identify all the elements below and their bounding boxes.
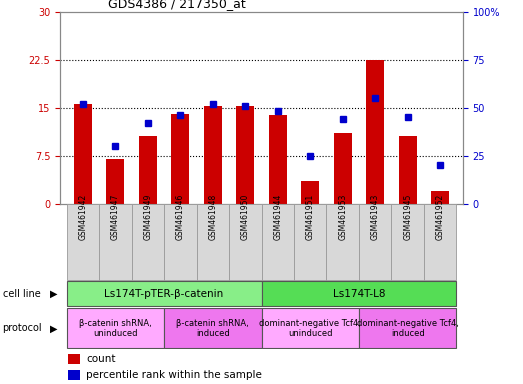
Text: Ls174T-pTER-β-catenin: Ls174T-pTER-β-catenin bbox=[105, 289, 224, 299]
Text: cell line: cell line bbox=[3, 289, 40, 299]
FancyBboxPatch shape bbox=[262, 281, 457, 306]
Bar bbox=[68, 370, 81, 380]
Bar bbox=[301, 181, 319, 204]
Text: GSM461948: GSM461948 bbox=[208, 194, 217, 240]
Text: ▶: ▶ bbox=[50, 323, 57, 333]
FancyBboxPatch shape bbox=[229, 204, 262, 280]
FancyBboxPatch shape bbox=[197, 204, 229, 280]
FancyBboxPatch shape bbox=[99, 204, 132, 280]
Text: GSM461942: GSM461942 bbox=[78, 194, 87, 240]
Text: protocol: protocol bbox=[3, 323, 42, 333]
FancyBboxPatch shape bbox=[66, 308, 164, 348]
FancyBboxPatch shape bbox=[66, 281, 262, 306]
Text: β-catenin shRNA,
uninduced: β-catenin shRNA, uninduced bbox=[79, 319, 152, 338]
FancyBboxPatch shape bbox=[164, 308, 262, 348]
Text: GSM461944: GSM461944 bbox=[273, 194, 282, 240]
Bar bbox=[139, 136, 157, 204]
Text: GSM461945: GSM461945 bbox=[403, 194, 412, 240]
FancyBboxPatch shape bbox=[359, 308, 457, 348]
Text: GSM461949: GSM461949 bbox=[143, 194, 152, 240]
Bar bbox=[68, 354, 81, 364]
Text: GSM461946: GSM461946 bbox=[176, 194, 185, 240]
FancyBboxPatch shape bbox=[359, 204, 391, 280]
FancyBboxPatch shape bbox=[424, 204, 457, 280]
Text: GSM461943: GSM461943 bbox=[371, 194, 380, 240]
Text: count: count bbox=[86, 354, 116, 364]
Text: GSM461947: GSM461947 bbox=[111, 194, 120, 240]
Text: Ls174T-L8: Ls174T-L8 bbox=[333, 289, 385, 299]
Text: dominant-negative Tcf4,
induced: dominant-negative Tcf4, induced bbox=[357, 319, 459, 338]
Text: GDS4386 / 217350_at: GDS4386 / 217350_at bbox=[108, 0, 246, 10]
Text: GSM461952: GSM461952 bbox=[436, 194, 445, 240]
Text: GSM461950: GSM461950 bbox=[241, 194, 250, 240]
Bar bbox=[269, 115, 287, 204]
Bar bbox=[431, 191, 449, 204]
Text: GSM461951: GSM461951 bbox=[306, 194, 315, 240]
FancyBboxPatch shape bbox=[294, 204, 326, 280]
Bar bbox=[74, 104, 92, 204]
Text: ▶: ▶ bbox=[50, 289, 57, 299]
Text: dominant-negative Tcf4,
uninduced: dominant-negative Tcf4, uninduced bbox=[259, 319, 361, 338]
Bar bbox=[236, 106, 254, 204]
FancyBboxPatch shape bbox=[326, 204, 359, 280]
Bar bbox=[366, 60, 384, 204]
Bar bbox=[172, 114, 189, 204]
FancyBboxPatch shape bbox=[132, 204, 164, 280]
Text: GSM461953: GSM461953 bbox=[338, 194, 347, 240]
FancyBboxPatch shape bbox=[164, 204, 197, 280]
Bar bbox=[204, 106, 222, 204]
Text: β-catenin shRNA,
induced: β-catenin shRNA, induced bbox=[176, 319, 249, 338]
Text: percentile rank within the sample: percentile rank within the sample bbox=[86, 370, 262, 380]
Bar bbox=[399, 136, 417, 204]
Bar bbox=[334, 133, 351, 204]
FancyBboxPatch shape bbox=[262, 308, 359, 348]
Bar bbox=[106, 159, 124, 204]
FancyBboxPatch shape bbox=[262, 204, 294, 280]
FancyBboxPatch shape bbox=[391, 204, 424, 280]
FancyBboxPatch shape bbox=[66, 204, 99, 280]
